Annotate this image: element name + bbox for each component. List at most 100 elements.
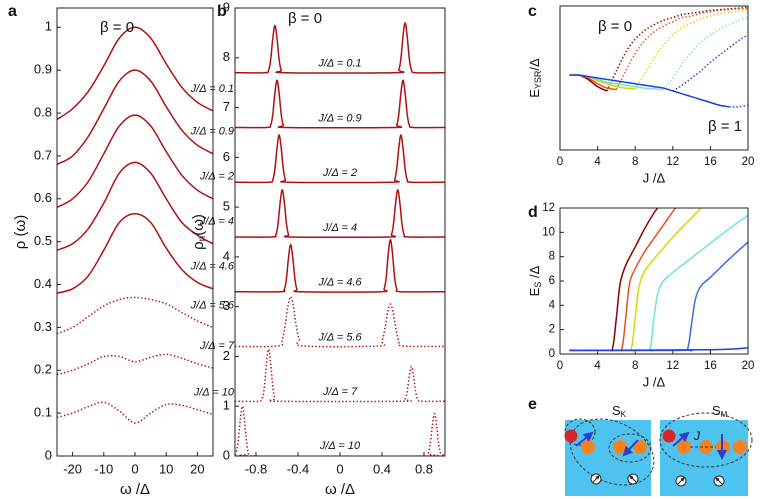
- panel-letter: c: [528, 3, 537, 20]
- annotation: β = 0: [288, 10, 322, 27]
- series-line: [57, 296, 213, 335]
- y-tick-label: 0: [45, 447, 52, 462]
- spin: [575, 431, 594, 447]
- y-tick-label: 8: [549, 251, 555, 263]
- curve-label: J/Δ = 5.6: [190, 299, 235, 311]
- series-line: [672, 34, 748, 92]
- series-line: [729, 104, 748, 108]
- y-label-rest: /Δ: [527, 265, 542, 281]
- y-label-main: E: [527, 287, 542, 296]
- y-label-sub: S: [533, 282, 543, 288]
- series-line: [662, 16, 748, 90]
- x-tick-label: 12: [666, 360, 679, 372]
- y-tick-label: 0: [549, 348, 555, 360]
- y-tick-label: 6: [549, 275, 555, 287]
- series-line: [235, 79, 445, 129]
- y-tick-label: 6: [223, 149, 230, 164]
- series-line: [235, 188, 445, 239]
- y-label-rest: /Δ: [527, 58, 542, 71]
- panel-letter: e: [528, 396, 537, 413]
- y-tick-label: 0.4: [34, 276, 52, 291]
- coupling-label: J: [693, 429, 701, 443]
- curve-label: J/Δ = 2: [199, 171, 234, 183]
- curve-label: J/Δ = 7: [199, 340, 235, 352]
- series-line: [235, 238, 445, 293]
- curve-label: J/Δ = 4.6: [317, 277, 362, 289]
- y-tick-label: 12: [542, 202, 555, 214]
- x-axis-label: J /Δ: [643, 374, 666, 389]
- curve-label: J/Δ = 10: [319, 440, 361, 452]
- y-tick-label: 0.7: [34, 147, 52, 162]
- curve-label: J/Δ = 4: [322, 222, 357, 234]
- y-tick-label: 0.9: [34, 62, 52, 77]
- impurity: [662, 429, 676, 443]
- y-axis-label: ρ (ω): [12, 215, 29, 249]
- y-tick-label: 0: [223, 447, 230, 462]
- panel-0: -20 -10 0 10 2000.10.20.30.40.50.60.70.80.91…: [8, 3, 235, 498]
- curve-label: J/Δ = 0.9: [317, 112, 361, 124]
- y-tick-label: 4: [223, 248, 230, 263]
- atom: [613, 440, 627, 454]
- y-tick-label: 0.8: [34, 104, 52, 119]
- series-line: [235, 134, 445, 184]
- y-tick-label: 2: [223, 348, 230, 363]
- y-tick-label: 1: [45, 19, 52, 34]
- y-tick-label: 1: [223, 398, 230, 413]
- curve-label: J/Δ = 4: [199, 216, 234, 228]
- y-tick-label: 0.5: [34, 233, 52, 248]
- y-tick-label: 10: [542, 226, 555, 238]
- x-tick-label: 20: [742, 156, 755, 168]
- atom: [677, 440, 691, 454]
- series-line: [57, 26, 213, 121]
- curve-label: J/Δ = 4.6: [190, 261, 235, 273]
- y-label-main: ρ: [190, 241, 207, 250]
- curve-label: J/Δ = 0.1: [190, 83, 234, 95]
- panel-2: 0 4 8 12 16 20 J /Δ EYSR/Δ β = 0 β = 1 c: [527, 3, 754, 185]
- curve-label: J/Δ = 0.9: [190, 126, 234, 138]
- x-tick-label: -0.4: [287, 461, 309, 476]
- x-tick-label: -0.8: [245, 461, 267, 476]
- series-line: [57, 353, 213, 376]
- x-tick-label: 10: [159, 461, 173, 476]
- series-line: [569, 214, 748, 352]
- x-tick-label: 20: [190, 461, 204, 476]
- y-label-sub: n: [197, 236, 208, 242]
- panel-1: -0.8 -0.4 0 0.4 0.8 0 1 2 3 4 5 6 7 8 9 J/Δ = 0.1 J/Δ = …: [190, 0, 446, 498]
- x-tick-label: 12: [666, 156, 679, 168]
- label-main: S: [712, 403, 721, 418]
- x-tick-label: 20: [742, 360, 755, 372]
- label-sub: K: [621, 410, 627, 419]
- substrate: [565, 420, 651, 496]
- plot-frame: [234, 7, 446, 457]
- y-label-sub: YSR: [533, 70, 543, 89]
- series-line: [569, 208, 659, 352]
- series-line: [634, 9, 748, 90]
- y-tick-label: 9: [223, 0, 230, 14]
- atom: [733, 440, 747, 454]
- y-tick-label: 8: [223, 49, 230, 64]
- x-axis-label: ω /Δ: [325, 481, 355, 498]
- y-label-rest: (ω): [190, 214, 207, 236]
- x-tick-label: 8: [632, 360, 638, 372]
- annotation: β = 1: [708, 118, 742, 135]
- x-axis-label: ω /Δ: [120, 481, 150, 498]
- spin: [629, 475, 637, 483]
- atom: [581, 440, 595, 454]
- x-tick-label: 0: [131, 461, 138, 476]
- x-tick-label: -10: [94, 461, 113, 476]
- series-line: [57, 213, 213, 294]
- label-main: S: [612, 403, 621, 418]
- annotation: β = 0: [598, 18, 632, 35]
- plot-frame: [559, 207, 749, 355]
- spin: [677, 477, 685, 485]
- plot-frame: [56, 7, 214, 457]
- label-sub: M: [721, 410, 728, 419]
- x-tick-label: 0: [557, 156, 563, 168]
- x-tick-label: 0.8: [415, 461, 433, 476]
- x-tick-label: 4: [594, 156, 601, 168]
- series-line: [235, 348, 445, 403]
- series-line: [615, 7, 748, 90]
